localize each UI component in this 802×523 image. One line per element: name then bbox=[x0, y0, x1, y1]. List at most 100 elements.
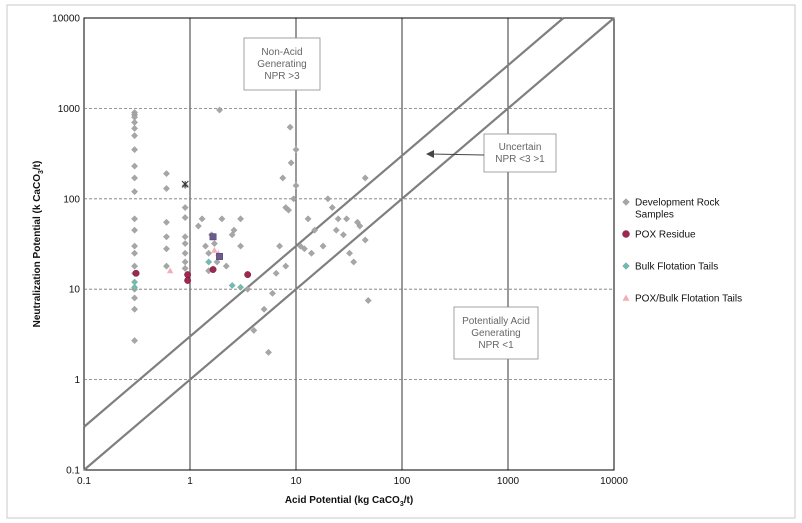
y-tick-label: 10000 bbox=[52, 14, 80, 25]
annotation-text-non-acid: Generating bbox=[257, 59, 306, 70]
data-point-series-2 bbox=[131, 283, 138, 291]
annotation-text-non-acid: Non-Acid bbox=[261, 47, 302, 58]
plot-area bbox=[83, 17, 615, 471]
data-point-series-0 bbox=[343, 215, 350, 223]
data-point-series-0 bbox=[290, 195, 298, 203]
npr-reference-lines bbox=[83, 17, 615, 471]
data-point-series-0 bbox=[354, 218, 361, 226]
data-point-series-0 bbox=[163, 233, 170, 241]
x-tick-label: 10 bbox=[290, 476, 302, 487]
y-axis-title-part: 3 bbox=[38, 170, 45, 174]
legend-label-3: POX/Bulk Flotation Tails bbox=[635, 294, 742, 305]
legend-label-2: Bulk Flotation Tails bbox=[635, 262, 718, 273]
annotation-arrow bbox=[429, 153, 485, 156]
data-point-series-0 bbox=[131, 146, 138, 154]
data-point-series-0 bbox=[205, 249, 213, 257]
data-point-series-0 bbox=[131, 125, 138, 132]
data-point-series-0 bbox=[339, 231, 347, 239]
data-point-series-0 bbox=[334, 215, 342, 223]
data-point-series-0 bbox=[131, 226, 138, 234]
data-point-series-1 bbox=[209, 266, 217, 273]
annotation-text-non-acid: NPR >3 bbox=[264, 71, 300, 82]
data-point-series-0 bbox=[364, 297, 372, 304]
reference-line bbox=[83, 17, 615, 471]
annotation-box-acid bbox=[453, 306, 539, 360]
data-point-series-0 bbox=[292, 182, 300, 190]
data-point-series-0 bbox=[328, 204, 336, 211]
data-point-series-0 bbox=[131, 132, 138, 140]
legend-label-1: POX Residue bbox=[635, 230, 696, 241]
data-point-series-0 bbox=[131, 337, 138, 345]
data-point-series-0 bbox=[163, 218, 170, 226]
data-point-series-0 bbox=[332, 226, 340, 234]
data-point-series-0 bbox=[131, 249, 138, 257]
legend-marker-0 bbox=[622, 198, 630, 206]
data-point-series-0 bbox=[131, 242, 138, 250]
data-point-series-0 bbox=[276, 242, 283, 250]
x-axis-title-part: Acid Potential (kg CaCO bbox=[285, 495, 400, 506]
annotation-text-acid: Generating bbox=[471, 328, 520, 339]
data-point-series-0 bbox=[163, 262, 170, 270]
data-point-series-0 bbox=[131, 174, 138, 182]
x-tick-label: 1000 bbox=[497, 476, 520, 487]
data-point-series-0 bbox=[131, 215, 138, 223]
annotation-text-uncertain: NPR <3 >1 bbox=[495, 154, 545, 165]
annotation-box-uncertain bbox=[483, 133, 557, 173]
data-point-series-0 bbox=[181, 233, 189, 241]
data-point-series-0 bbox=[218, 215, 226, 223]
y-tick-label: 100 bbox=[63, 194, 80, 205]
data-point-series-0 bbox=[181, 249, 189, 257]
chart-border bbox=[6, 4, 796, 519]
data-point-series-0 bbox=[272, 269, 280, 277]
data-point-series-2 bbox=[205, 258, 213, 266]
data-point-series-0 bbox=[282, 262, 290, 270]
data-point-series-3 bbox=[211, 247, 218, 253]
data-point-series-0 bbox=[361, 174, 369, 182]
x-axis-title: Acid Potential (kg CaCO3/t) bbox=[285, 495, 413, 508]
data-point-series-0 bbox=[131, 294, 138, 302]
data-point-series-0 bbox=[211, 240, 218, 247]
data-point-series-0 bbox=[131, 262, 138, 270]
legend-label-0: Development Rock bbox=[635, 198, 720, 209]
data-point-series-0 bbox=[286, 123, 294, 131]
data-point-series-0 bbox=[346, 249, 353, 257]
data-point-series-0 bbox=[265, 348, 272, 356]
data-point-series-0 bbox=[292, 146, 300, 154]
data-point-series-0 bbox=[304, 215, 312, 223]
data-point-series-0 bbox=[213, 258, 221, 266]
data-point-series-1 bbox=[132, 269, 140, 277]
y-axis-title: Neutralization Potential (k CaCO3/t) bbox=[32, 161, 45, 328]
data-point-series-0 bbox=[163, 170, 170, 178]
extra-marker-square bbox=[216, 253, 223, 260]
data-point-series-0 bbox=[202, 242, 209, 250]
data-point-series-0 bbox=[131, 305, 138, 313]
data-point-series-0 bbox=[181, 264, 189, 272]
legend-marker-1 bbox=[622, 230, 630, 238]
data-point-series-2 bbox=[228, 282, 236, 289]
data-point-series-0 bbox=[269, 289, 276, 297]
data-point-series-0 bbox=[244, 285, 252, 293]
axes: 0.1 1 10 100 1000 10000 0.1 1 10 100 1000 10000 Acid… bbox=[32, 14, 628, 509]
data-point-series-0 bbox=[181, 214, 189, 221]
data-point-series-0 bbox=[285, 206, 292, 214]
data-point-series-3 bbox=[166, 267, 174, 274]
y-tick-label: 10 bbox=[69, 285, 81, 296]
data-point-series-0 bbox=[131, 162, 138, 170]
x-tick-label: 10000 bbox=[600, 476, 628, 487]
data-point-series-0 bbox=[181, 240, 189, 247]
x-axis-title-part: 3 bbox=[400, 501, 404, 508]
x-tick-label: 100 bbox=[394, 476, 411, 487]
data-point-series-0 bbox=[319, 242, 327, 250]
data-point-series-1 bbox=[184, 271, 192, 279]
data-point-series-0 bbox=[287, 159, 295, 167]
data-point-series-0 bbox=[131, 188, 138, 196]
data-point-series-0 bbox=[163, 185, 170, 192]
data-point-series-0 bbox=[282, 204, 290, 211]
annotation-text-acid: Potentially Acid bbox=[462, 316, 530, 327]
data-point-series-0 bbox=[296, 242, 304, 250]
legend-marker-2 bbox=[622, 262, 630, 270]
